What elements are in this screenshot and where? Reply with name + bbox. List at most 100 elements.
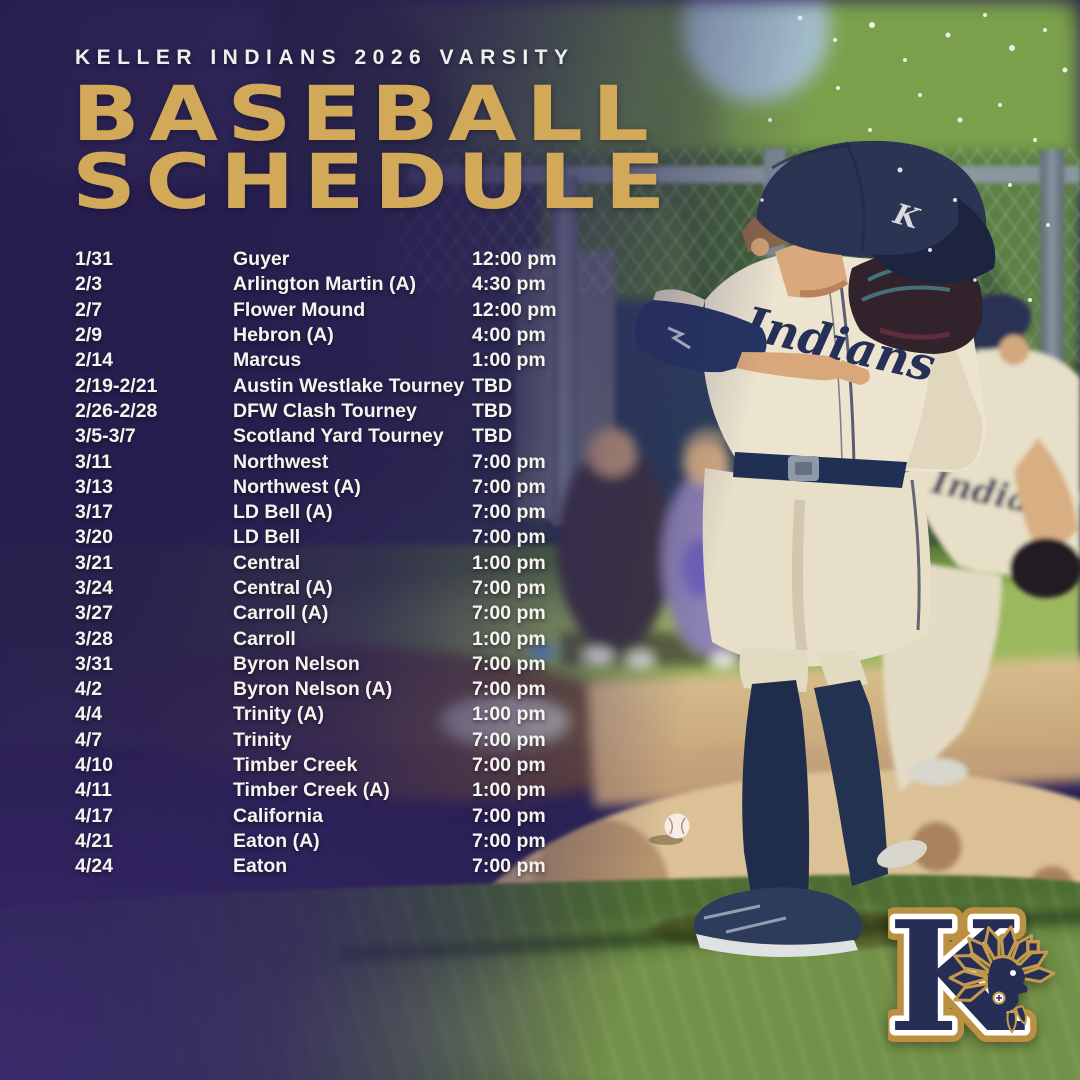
game-opponent: Northwest xyxy=(233,450,329,473)
game-opponent: Timber Creek xyxy=(233,754,358,777)
game-date: 3/28 xyxy=(75,627,113,650)
game-time: 7:00 pm xyxy=(472,829,546,852)
game-opponent: Byron Nelson (A) xyxy=(233,678,393,701)
game-date: 2/7 xyxy=(75,298,103,321)
game-opponent: Arlington Martin (A) xyxy=(233,273,417,296)
game-opponent: Austin Westlake Tourney xyxy=(233,374,465,397)
game-time: TBD xyxy=(472,425,513,448)
game-opponent: Marcus xyxy=(233,349,302,372)
game-date: 4/21 xyxy=(75,829,113,852)
game-opponent: DFW Clash Tourney xyxy=(233,399,417,422)
game-time: 7:00 pm xyxy=(472,475,546,498)
game-time: 4:30 pm xyxy=(472,273,546,296)
schedule-row: 3/31 Byron Nelson 7:00 pm xyxy=(75,652,655,677)
game-date: 3/31 xyxy=(75,652,113,675)
game-opponent: Timber Creek (A) xyxy=(233,779,390,802)
game-date: 4/7 xyxy=(75,728,103,751)
schedule-row: 3/5-3/7 Scotland Yard Tourney TBD xyxy=(75,424,655,449)
game-time: 7:00 pm xyxy=(472,652,546,675)
schedule-row: 3/27 Carroll (A) 7:00 pm xyxy=(75,601,655,626)
schedule-row: 2/14 Marcus 1:00 pm xyxy=(75,348,655,373)
title-baseball: BASEBALL xyxy=(72,69,659,158)
game-date: 3/21 xyxy=(75,551,113,574)
game-date: 4/24 xyxy=(75,855,113,878)
game-date: 4/10 xyxy=(75,754,113,777)
game-time: TBD xyxy=(472,374,513,397)
schedule-row: 4/4 Trinity (A) 1:00 pm xyxy=(75,702,655,727)
schedule-row: 2/26-2/28 DFW Clash Tourney TBD xyxy=(75,399,655,424)
game-opponent: Eaton xyxy=(233,855,288,878)
game-opponent: Central (A) xyxy=(233,577,333,599)
game-opponent: Hebron (A) xyxy=(233,324,334,347)
schedule-row: 3/13 Northwest (A) 7:00 pm xyxy=(75,475,655,500)
game-time: 7:00 pm xyxy=(472,804,546,827)
keller-k-logo: K K xyxy=(888,894,1056,1064)
game-time: 7:00 pm xyxy=(472,450,546,473)
game-opponent: Central xyxy=(233,551,301,574)
schedule-row: 2/19-2/21 Austin Westlake Tourney TBD xyxy=(75,373,655,398)
baseball xyxy=(649,813,690,845)
schedule-row: 3/28 Carroll 1:00 pm xyxy=(75,626,655,651)
game-date: 2/9 xyxy=(75,324,103,347)
game-time: 7:00 pm xyxy=(472,728,546,751)
game-opponent: Northwest (A) xyxy=(233,475,361,498)
game-opponent: LD Bell xyxy=(233,526,301,549)
game-time: 7:00 pm xyxy=(472,501,546,524)
game-time: 7:00 pm xyxy=(472,754,546,777)
game-time: 1:00 pm xyxy=(472,703,546,726)
schedule-row: 4/2 Byron Nelson (A) 7:00 pm xyxy=(75,677,655,702)
game-time: 12:00 pm xyxy=(472,248,557,271)
game-time: TBD xyxy=(472,399,513,422)
game-opponent: Flower Mound xyxy=(233,298,366,321)
schedule-row: 4/21 Eaton (A) 7:00 pm xyxy=(75,829,655,854)
game-date: 3/24 xyxy=(75,577,113,599)
schedule-row: 1/31 Guyer 12:00 pm xyxy=(75,247,655,272)
schedule-row: 2/3 Arlington Martin (A) 4:30 pm xyxy=(75,272,655,297)
schedule-row: 3/24 Central (A) 7:00 pm xyxy=(75,576,655,601)
game-opponent: Trinity xyxy=(233,728,292,751)
game-time: 1:00 pm xyxy=(472,779,546,802)
game-time: 12:00 pm xyxy=(472,298,557,321)
game-time: 7:00 pm xyxy=(472,577,546,599)
game-opponent: Byron Nelson xyxy=(233,652,360,675)
game-time: 1:00 pm xyxy=(472,627,546,650)
kicker-text: KELLER INDIANS 2026 VARSITY xyxy=(75,46,575,69)
schedule-row: 4/24 Eaton 7:00 pm xyxy=(75,854,655,879)
game-date: 3/5-3/7 xyxy=(75,425,136,448)
title-schedule: SCHEDULE xyxy=(72,137,675,226)
schedule-row: 3/17 LD Bell (A) 7:00 pm xyxy=(75,500,655,525)
schedule-row: 4/10 Timber Creek 7:00 pm xyxy=(75,753,655,778)
game-opponent: Carroll (A) xyxy=(233,602,329,625)
game-date: 2/14 xyxy=(75,349,113,372)
game-date: 3/11 xyxy=(75,450,112,473)
schedule-row: 3/20 LD Bell 7:00 pm xyxy=(75,525,655,550)
game-opponent: Eaton (A) xyxy=(233,829,320,852)
schedule-row: 2/7 Flower Mound 12:00 pm xyxy=(75,298,655,323)
schedule-row: 4/17 California 7:00 pm xyxy=(75,804,655,829)
game-opponent: California xyxy=(233,804,323,827)
game-date: 2/3 xyxy=(75,273,103,296)
schedule-table: 1/31 Guyer 12:00 pm 2/3 Arlington Martin… xyxy=(75,247,655,887)
game-opponent: LD Bell (A) xyxy=(233,501,333,524)
game-date: 4/11 xyxy=(75,779,112,802)
game-date: 4/4 xyxy=(75,703,103,726)
game-time: 4:00 pm xyxy=(472,324,546,347)
schedule-row: 4/7 Trinity 7:00 pm xyxy=(75,728,655,753)
chief-head-icon xyxy=(948,925,1056,1034)
game-opponent: Carroll xyxy=(233,627,296,650)
game-date: 4/17 xyxy=(75,804,113,827)
game-date: 2/26-2/28 xyxy=(75,399,158,422)
game-date: 4/2 xyxy=(75,678,103,701)
game-time: 7:00 pm xyxy=(472,678,546,701)
game-date: 1/31 xyxy=(75,248,113,271)
game-time: 7:00 pm xyxy=(472,855,546,878)
game-date: 3/13 xyxy=(75,475,113,498)
game-date: 3/20 xyxy=(75,526,113,549)
game-date: 3/27 xyxy=(75,602,113,625)
game-opponent: Scotland Yard Tourney xyxy=(233,425,444,448)
schedule-row: 4/11 Timber Creek (A) 1:00 pm xyxy=(75,778,655,803)
schedule-row: 3/11 Northwest 7:00 pm xyxy=(75,449,655,474)
game-date: 3/17 xyxy=(75,501,113,524)
game-date: 2/19-2/21 xyxy=(75,374,158,397)
